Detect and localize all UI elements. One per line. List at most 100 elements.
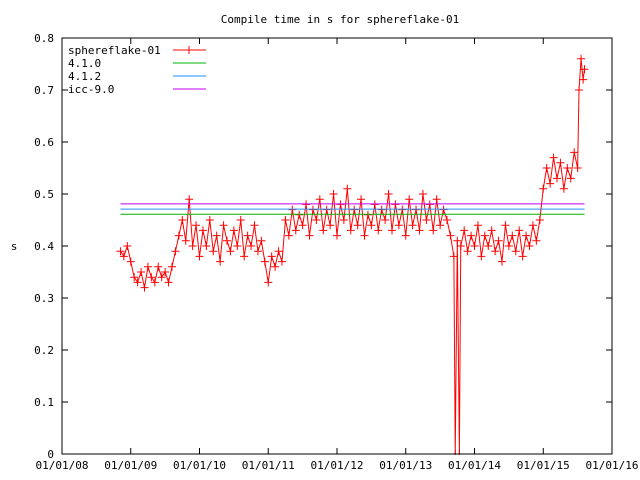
data-point	[350, 205, 359, 214]
x-tick-label: 01/01/09	[104, 459, 157, 472]
y-tick-label: 0.1	[34, 396, 54, 409]
data-point	[339, 216, 348, 224]
data-point	[168, 262, 176, 271]
data-point	[501, 221, 510, 230]
data-point	[453, 236, 462, 245]
data-point	[456, 242, 465, 250]
x-tick-label: 01/01/16	[586, 459, 639, 472]
data-point	[137, 268, 146, 276]
data-point	[343, 184, 352, 193]
data-point	[429, 226, 438, 235]
data-point	[116, 247, 125, 256]
legend-label: 4.1.0	[68, 57, 101, 70]
data-point	[305, 231, 314, 240]
data-point	[161, 268, 170, 276]
data-point	[223, 236, 231, 245]
data-point	[436, 221, 445, 230]
data-point	[487, 226, 496, 235]
data-point	[353, 221, 362, 230]
x-tick-label: 01/01/15	[517, 459, 570, 472]
data-point	[216, 257, 225, 266]
data-point	[154, 262, 163, 271]
series-sphereflake-01	[116, 54, 589, 455]
data-point	[188, 242, 197, 250]
data-point	[566, 174, 575, 183]
data-point	[281, 216, 290, 224]
y-axis-label: s	[11, 240, 18, 253]
y-tick-label: 0.4	[34, 240, 54, 253]
data-point	[381, 216, 390, 224]
data-point	[539, 184, 548, 193]
data-point	[130, 273, 139, 282]
data-point	[192, 221, 201, 230]
data-point	[205, 216, 214, 224]
data-point	[126, 257, 135, 266]
x-tick-label: 01/01/11	[242, 459, 295, 472]
data-point	[522, 231, 531, 240]
data-point	[271, 262, 280, 271]
data-point	[147, 273, 156, 282]
y-tick-label: 0.5	[34, 188, 54, 201]
data-point	[322, 205, 331, 214]
data-point	[284, 231, 293, 240]
data-point	[415, 226, 424, 235]
data-point	[198, 226, 207, 235]
data-point	[408, 221, 417, 230]
data-point	[298, 221, 307, 230]
data-point	[302, 200, 311, 209]
data-point	[401, 231, 410, 240]
x-tick-label: 01/01/08	[36, 459, 89, 472]
data-point	[346, 226, 355, 235]
data-point	[577, 54, 586, 63]
data-point	[143, 262, 152, 271]
data-point	[308, 205, 317, 214]
data-point	[278, 257, 286, 266]
y-tick-label: 0	[47, 448, 54, 461]
data-point	[546, 179, 555, 188]
data-point	[236, 216, 245, 224]
data-point	[491, 247, 500, 256]
data-point	[181, 236, 190, 245]
data-point	[449, 252, 458, 261]
x-tick-label: 01/01/14	[448, 459, 501, 472]
series-line	[120, 58, 585, 455]
data-point	[171, 247, 180, 256]
x-tick-label: 01/01/10	[173, 459, 226, 472]
data-point	[535, 216, 544, 224]
data-point	[319, 226, 328, 235]
data-point	[418, 190, 427, 198]
data-point	[508, 231, 517, 240]
data-point	[295, 210, 304, 219]
data-point	[274, 247, 283, 256]
data-point	[229, 226, 238, 235]
data-point	[157, 273, 166, 282]
data-point	[443, 216, 451, 224]
data-point	[412, 205, 421, 214]
data-point	[553, 174, 561, 183]
data-point	[264, 278, 273, 287]
data-point	[388, 226, 396, 235]
data-point	[374, 226, 383, 235]
data-point	[174, 231, 183, 240]
data-point	[498, 257, 506, 266]
data-point	[405, 195, 414, 204]
x-tick-label: 01/01/12	[311, 459, 364, 472]
data-point	[467, 231, 476, 240]
data-point	[370, 200, 379, 209]
data-point	[219, 221, 228, 230]
data-point	[432, 195, 441, 204]
data-point	[394, 221, 403, 230]
data-point	[391, 200, 400, 209]
data-point	[484, 242, 493, 250]
plot-border	[61, 37, 613, 455]
data-point	[257, 236, 266, 245]
chart-title: Compile time in s for sphereflake-01	[221, 13, 459, 26]
data-point	[253, 247, 262, 256]
data-point	[580, 65, 589, 74]
data-point	[336, 200, 345, 209]
data-point	[425, 200, 434, 209]
data-point	[212, 231, 221, 240]
data-point	[570, 148, 579, 157]
data-point	[247, 242, 256, 250]
